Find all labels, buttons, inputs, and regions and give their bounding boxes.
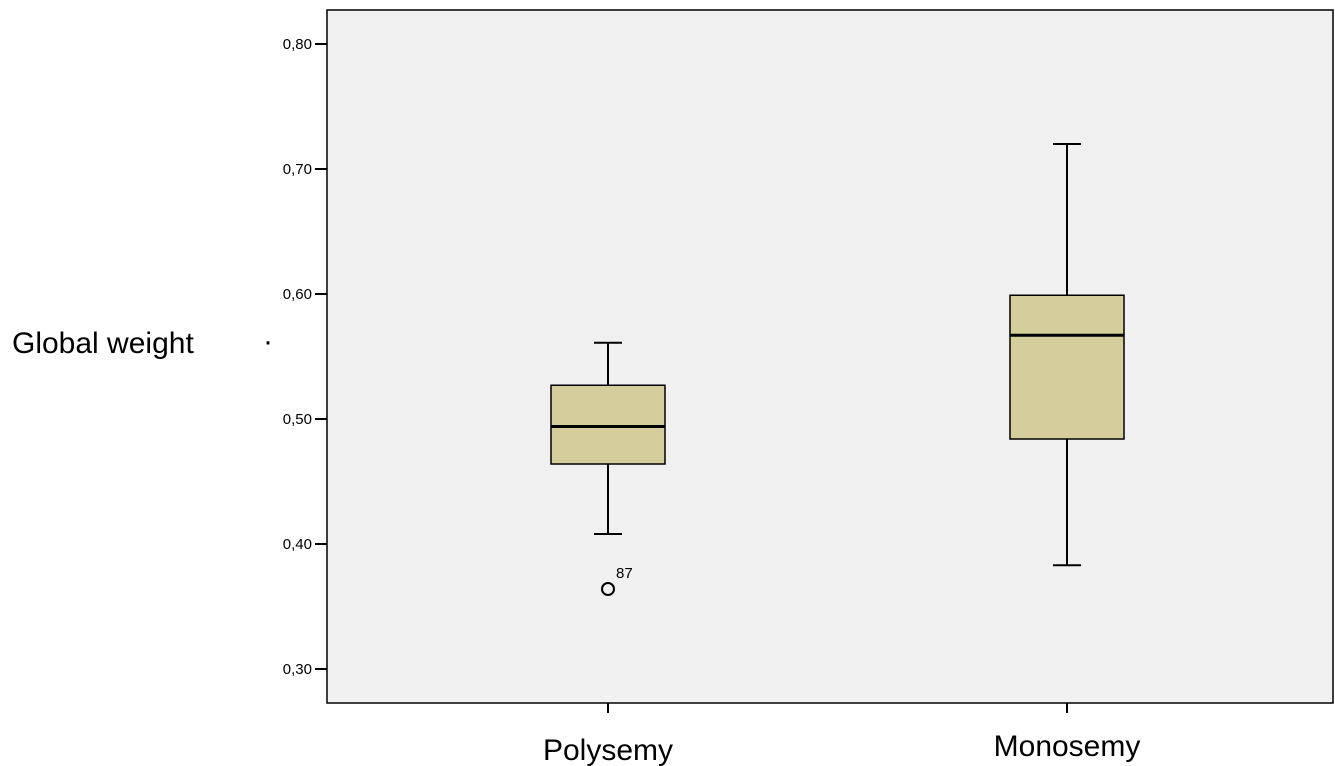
iqr-box bbox=[550, 384, 666, 465]
boxes: 87 bbox=[550, 143, 1125, 596]
box-group-polysemy: 87 bbox=[550, 341, 666, 596]
x-category-label: Polysemy bbox=[543, 734, 673, 766]
y-axis-title: Global weight bbox=[12, 327, 194, 360]
y-tick-label: 0,60 bbox=[283, 286, 312, 303]
y-axis: 0,30 0,40 0,50 0,60 0,70 0,80 bbox=[283, 36, 327, 678]
y-axis-title-marker: · bbox=[263, 325, 273, 358]
outlier-point bbox=[601, 582, 615, 596]
plot-area bbox=[326, 9, 1334, 704]
x-category-label: Monosemy bbox=[994, 730, 1141, 763]
box-group-monosemy bbox=[1009, 143, 1125, 567]
y-tick-label: 0,40 bbox=[283, 536, 312, 553]
x-axis: Polysemy Monosemy bbox=[543, 703, 1140, 766]
y-tick-label: 0,80 bbox=[283, 36, 312, 53]
y-tick-label: 0,70 bbox=[283, 161, 312, 178]
outlier-label: 87 bbox=[616, 565, 633, 582]
iqr-box bbox=[1009, 294, 1125, 440]
y-tick-label: 0,50 bbox=[283, 411, 312, 428]
y-tick-label: 0,30 bbox=[283, 661, 312, 678]
